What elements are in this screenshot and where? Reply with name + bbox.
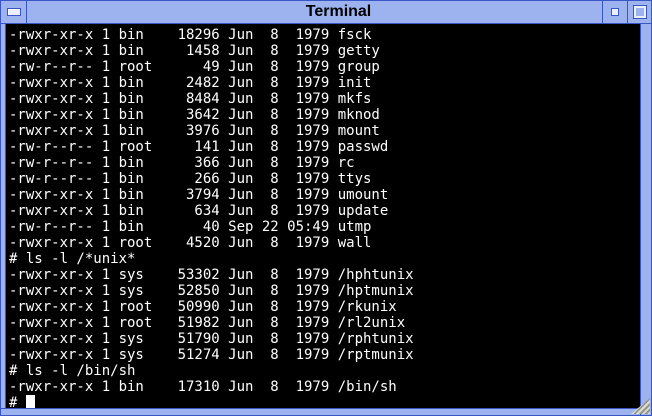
prompt-line: # [9,395,640,408]
minimize-button[interactable] [602,1,627,23]
maximize-button[interactable] [627,1,651,23]
minimize-icon [611,8,619,16]
window-title: Terminal [305,3,372,20]
maximize-icon [632,5,647,19]
window-border-right [640,24,651,415]
terminal-output: -rwxr-xr-x 1 bin 18296 Jun 8 1979 fsck -… [9,27,414,395]
terminal-screen[interactable]: -rwxr-xr-x 1 bin 18296 Jun 8 1979 fsck -… [6,24,640,408]
window-border-bottom [1,408,640,415]
close-button[interactable] [1,1,27,23]
text-cursor [25,395,35,408]
titlebar[interactable]: Terminal [1,1,651,24]
window-border-left [1,24,6,408]
shell-prompt: # [9,395,26,408]
close-icon [6,8,21,16]
